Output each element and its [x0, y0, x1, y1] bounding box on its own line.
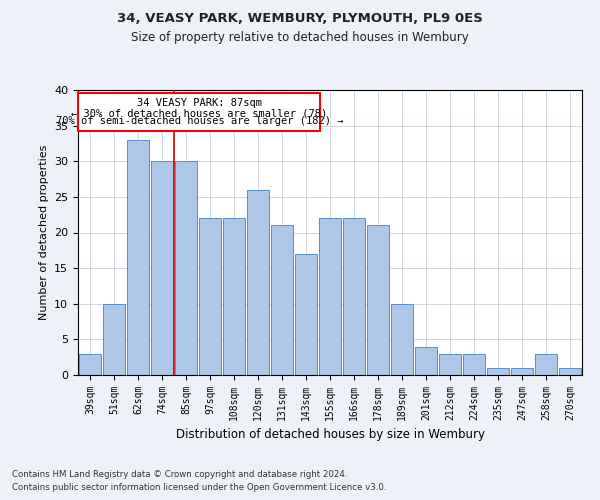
Text: 34 VEASY PARK: 87sqm: 34 VEASY PARK: 87sqm	[137, 98, 262, 108]
Bar	[415, 346, 437, 375]
Bar	[175, 161, 197, 375]
Bar	[103, 304, 125, 375]
Text: ← 30% of detached houses are smaller (78): ← 30% of detached houses are smaller (78…	[71, 108, 328, 118]
Bar	[367, 226, 389, 375]
Bar	[439, 354, 461, 375]
Bar	[127, 140, 149, 375]
Bar	[151, 161, 173, 375]
Text: Contains HM Land Registry data © Crown copyright and database right 2024.: Contains HM Land Registry data © Crown c…	[12, 470, 347, 479]
Bar	[535, 354, 557, 375]
Bar	[511, 368, 533, 375]
X-axis label: Distribution of detached houses by size in Wembury: Distribution of detached houses by size …	[176, 428, 485, 442]
Bar	[319, 218, 341, 375]
Bar	[559, 368, 581, 375]
Text: 34, VEASY PARK, WEMBURY, PLYMOUTH, PL9 0ES: 34, VEASY PARK, WEMBURY, PLYMOUTH, PL9 0…	[117, 12, 483, 26]
Bar	[271, 226, 293, 375]
Text: 70% of semi-detached houses are larger (182) →: 70% of semi-detached houses are larger (…	[56, 116, 343, 126]
Bar	[463, 354, 485, 375]
Bar	[247, 190, 269, 375]
Text: Size of property relative to detached houses in Wembury: Size of property relative to detached ho…	[131, 31, 469, 44]
Bar	[343, 218, 365, 375]
Bar	[391, 304, 413, 375]
Bar	[79, 354, 101, 375]
Bar	[199, 218, 221, 375]
Bar	[487, 368, 509, 375]
Y-axis label: Number of detached properties: Number of detached properties	[38, 145, 49, 320]
Bar	[79, 93, 320, 132]
Text: Contains public sector information licensed under the Open Government Licence v3: Contains public sector information licen…	[12, 484, 386, 492]
Bar	[295, 254, 317, 375]
Bar	[223, 218, 245, 375]
